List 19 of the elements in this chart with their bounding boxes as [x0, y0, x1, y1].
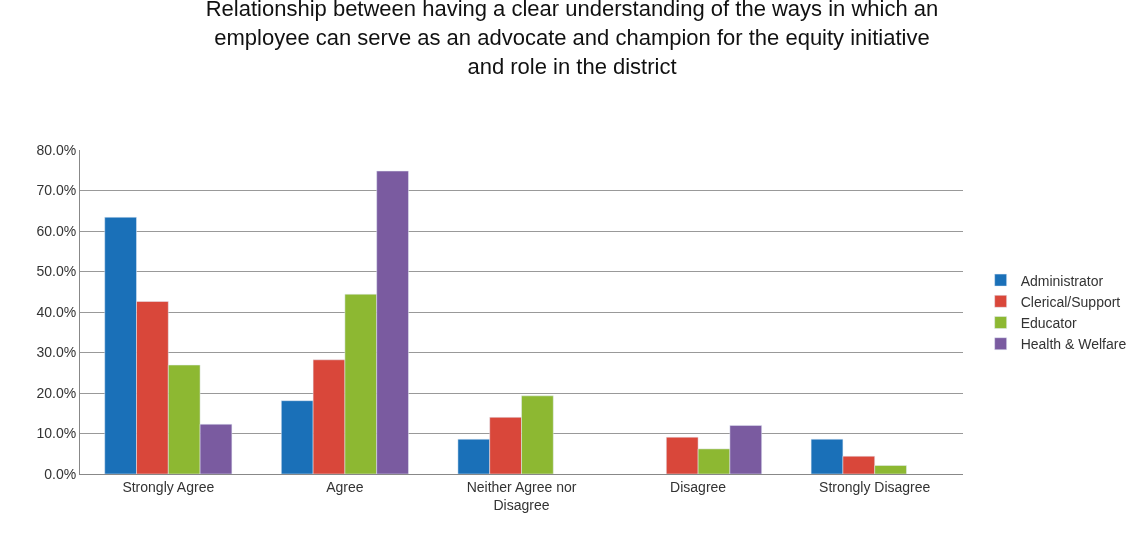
- x-tick-label: Neither Agree nor Disagree: [466, 478, 577, 513]
- y-tick-label: 20.0%: [36, 384, 77, 401]
- legend-label: Educator: [1020, 314, 1078, 331]
- x-tick-label: Strongly Agree: [122, 478, 215, 495]
- x-tick-label: Disagree: [670, 478, 727, 495]
- y-tick-label: 40.0%: [36, 303, 77, 320]
- legend-label: Clerical/Support: [1020, 293, 1121, 310]
- x-tick-label: Agree: [326, 478, 364, 495]
- y-tick-label: 50.0%: [36, 263, 77, 280]
- y-tick-label: 70.0%: [36, 182, 77, 199]
- y-tick-label: 30.0%: [36, 344, 77, 361]
- legend-label: Administrator: [1020, 272, 1104, 289]
- chart-title: Relationship between having a clear understanding of the ways in which an employee can serve as an advocate and champion for the equity initiative and role in the district: [205, 0, 939, 79]
- y-tick-label: 80.0%: [36, 141, 77, 158]
- y-tick-label: 0.0%: [44, 465, 77, 482]
- y-tick-label: 60.0%: [36, 222, 77, 239]
- legend-label: Health & Welfare: [1020, 336, 1127, 353]
- x-tick-label: Strongly Disagree: [819, 478, 931, 495]
- y-tick-label: 10.0%: [36, 425, 77, 442]
